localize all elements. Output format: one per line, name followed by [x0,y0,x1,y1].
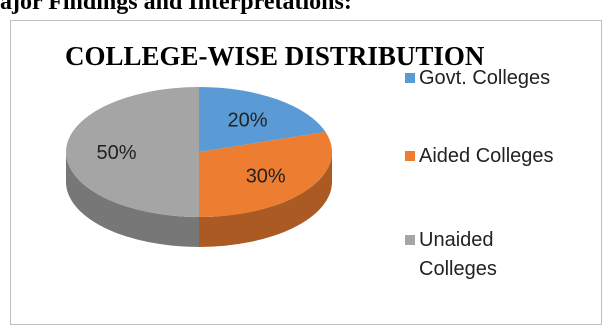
legend-swatch-govt [405,73,415,83]
pie-side-aided [199,152,332,247]
pie-slice-aided [199,131,332,217]
pie-label-aided: 30% [246,166,286,188]
legend-label-aided: Aided Colleges [419,145,554,167]
legend-label-unaided-line2: Colleges [419,258,497,280]
pie-label-govt: 20% [227,109,267,131]
pie-side-unaided [66,152,199,247]
section-heading: ajor Findings and Interpretations: [0,0,352,15]
legend-label-govt: Govt. Colleges [419,67,551,89]
pie-top [66,87,332,217]
pie-slice-unaided [66,87,199,217]
pie-sides [66,152,332,247]
pie-label-unaided: 50% [97,142,137,164]
chart-title: COLLEGE-WISE DISTRIBUTION [65,41,485,71]
legend-swatch-aided [405,151,415,161]
legend-label-unaided-line1: Unaided [419,229,494,251]
legend-swatch-unaided [405,235,415,245]
pie-slice-govt [199,87,326,152]
pie-labels: 20% 30% 50% [97,109,286,187]
